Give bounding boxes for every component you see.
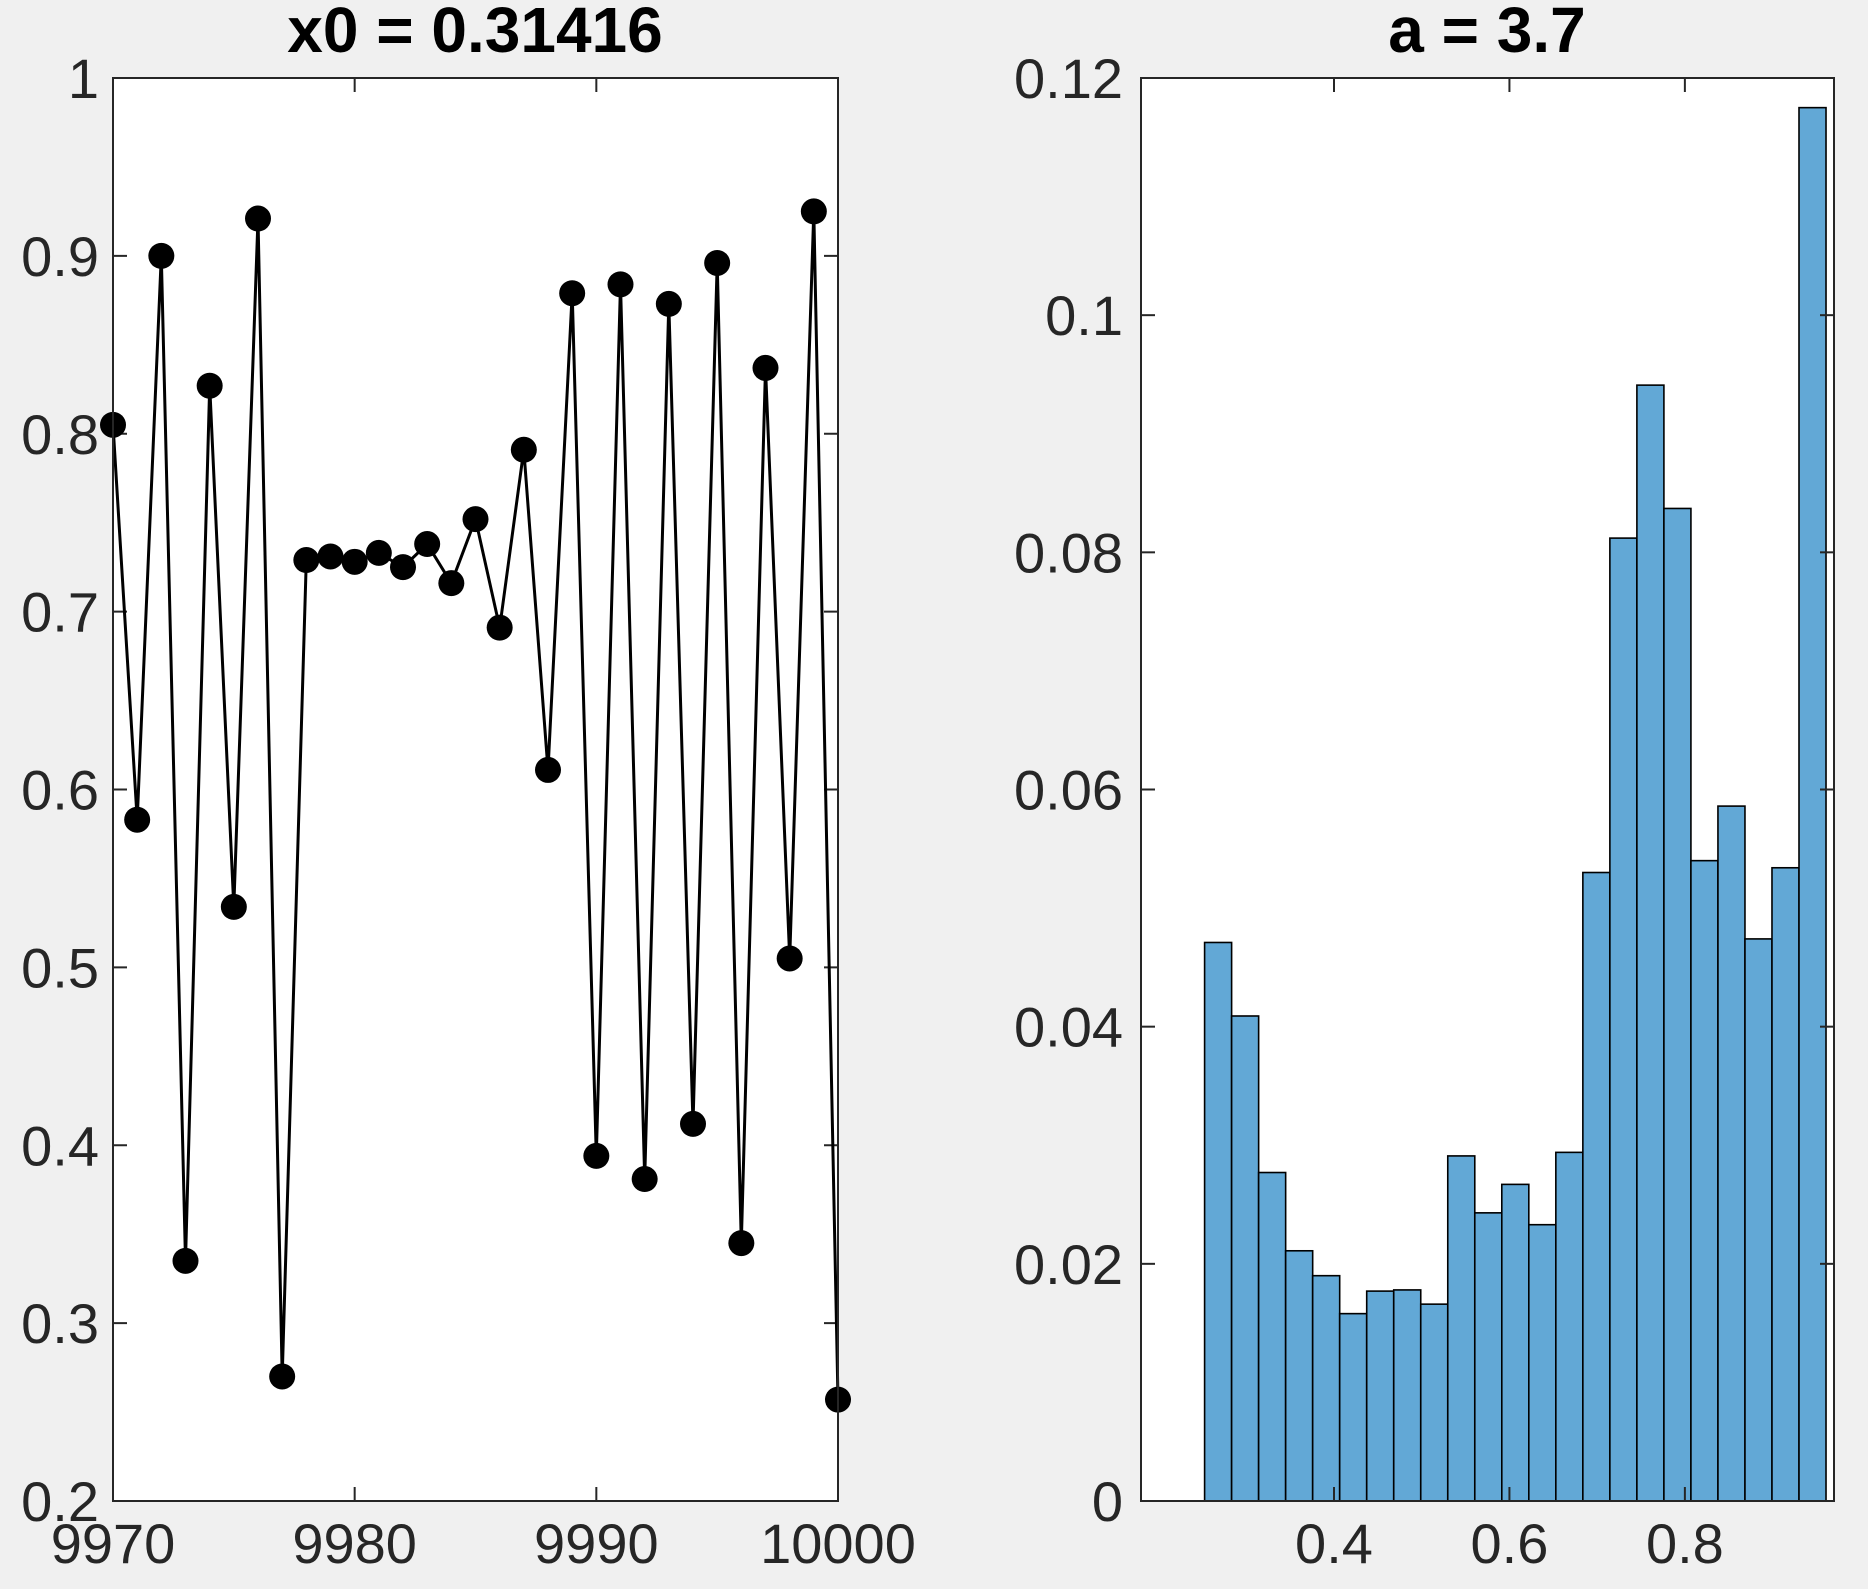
data-point (172, 1247, 199, 1274)
histogram-panel: 0 0.02 0.04 0.06 0.08 0.1 0.12 0.4 0.6 0.8 a = 3.… (1014, 0, 1835, 1575)
data-point (559, 280, 586, 307)
histogram-bar (1419, 1303, 1449, 1502)
histogram-bar (1230, 1015, 1260, 1502)
y-tick-label: 0.8 (21, 403, 99, 466)
data-point (341, 548, 368, 575)
data-point (293, 547, 320, 574)
data-point (752, 354, 779, 381)
data-point (317, 543, 344, 570)
line-chart-panel: 0.2 0.3 0.4 0.5 0.6 0.7 0.8 0.9 1 9970 9980 9990 100… (21, 0, 916, 1575)
x-tick-label: 0.8 (1646, 1512, 1724, 1575)
y-tick-label: 0.9 (21, 225, 99, 288)
histogram-ticks: 0 0.02 0.04 0.06 0.08 0.1 0.12 0.4 0.6 0.8 (1014, 47, 1834, 1575)
data-point (728, 1230, 755, 1257)
x-tick-label: 0.4 (1295, 1512, 1373, 1575)
x-tick-label: 9970 (51, 1512, 176, 1575)
data-point (269, 1363, 296, 1390)
y-tick-label: 0.2 (21, 1470, 99, 1533)
y-tick-label: 0.6 (21, 759, 99, 822)
histogram-bar (1798, 106, 1827, 1502)
y-tick-label: 0.7 (21, 581, 99, 644)
histogram-bar (1203, 941, 1233, 1502)
y-tick-label: 0.02 (1014, 1233, 1123, 1296)
histogram-axes-box (1140, 77, 1835, 1502)
x-tick-label: 9990 (534, 1512, 659, 1575)
histogram-bar (1555, 1151, 1584, 1502)
data-point (220, 893, 247, 920)
line-chart-ticks: 0.2 0.3 0.4 0.5 0.6 0.7 0.8 0.9 1 9970 9980 9990 100… (21, 47, 916, 1575)
histogram-bar (1717, 805, 1746, 1502)
y-tick-label: 0.4 (21, 1114, 99, 1177)
data-point (776, 945, 803, 972)
histogram-bar (1311, 1274, 1341, 1502)
data-point (583, 1142, 610, 1169)
y-tick-label: 0.06 (1014, 759, 1123, 822)
data-point (631, 1166, 658, 1193)
data-point (365, 539, 392, 566)
histogram-bar (1609, 537, 1638, 1502)
data-point (196, 372, 223, 399)
data-point (414, 531, 441, 558)
histogram-bar (1663, 507, 1692, 1502)
data-point (607, 271, 634, 298)
data-point (680, 1110, 706, 1137)
histogram-bar (1365, 1290, 1395, 1502)
x-tick-label: 9980 (292, 1512, 417, 1575)
y-tick-label: 0.08 (1014, 521, 1123, 584)
histogram-bar (1636, 384, 1665, 1502)
histogram-bar (1500, 1183, 1530, 1502)
data-point (800, 198, 827, 225)
y-tick-label: 0.04 (1014, 996, 1123, 1059)
y-tick-label: 0.5 (21, 936, 99, 999)
line-chart-title: x0 = 0.31416 (287, 0, 662, 66)
histogram-bar (1446, 1155, 1476, 1502)
y-tick-label: 0 (1092, 1470, 1123, 1533)
data-point (390, 554, 416, 581)
y-tick-label: 0.1 (1045, 284, 1123, 347)
data-point (462, 506, 489, 533)
histogram-bar (1338, 1312, 1368, 1502)
data-point (124, 806, 151, 833)
data-point (535, 756, 561, 783)
data-point (704, 249, 731, 276)
data-point (655, 290, 682, 317)
data-point (486, 614, 513, 641)
histogram-bar (1528, 1223, 1557, 1502)
y-tick-label: 1 (68, 47, 99, 110)
histogram-bar (1771, 866, 1800, 1502)
histogram-bar (1744, 938, 1773, 1502)
histogram-bar (1582, 871, 1611, 1502)
line-chart-axes-box (112, 77, 839, 1502)
histogram-title: a = 3.7 (1388, 0, 1586, 66)
x-tick-label: 0.6 (1471, 1512, 1549, 1575)
data-point (510, 436, 537, 463)
y-tick-label: 0.3 (21, 1292, 99, 1355)
data-point (245, 205, 271, 232)
histogram-bar (1284, 1249, 1314, 1502)
data-point (148, 242, 175, 269)
data-point (438, 570, 465, 597)
histogram-bar (1690, 859, 1719, 1502)
histogram-bar (1392, 1289, 1422, 1502)
y-tick-label: 0.12 (1014, 47, 1123, 110)
histogram-bar (1257, 1171, 1287, 1502)
x-tick-label: 10000 (760, 1512, 916, 1575)
histogram-bar (1473, 1212, 1503, 1502)
